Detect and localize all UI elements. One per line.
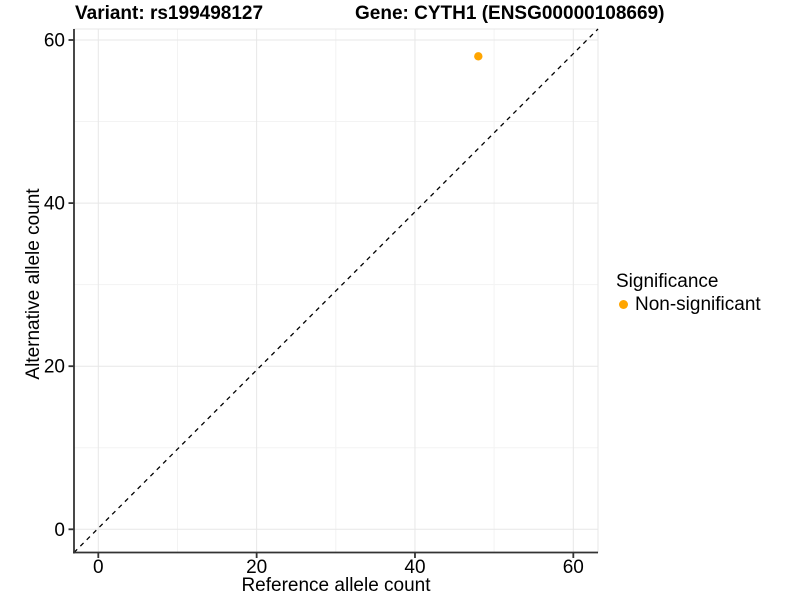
legend-title: Significance (616, 271, 719, 292)
x-axis-title: Reference allele count (241, 575, 431, 596)
y-tick-label: 40 (44, 194, 65, 215)
x-tick-label: 0 (93, 557, 104, 578)
y-tick-label: 60 (44, 31, 65, 52)
legend: Significance Non-significant (616, 271, 761, 315)
data-point (474, 52, 483, 61)
plot-title-gene: Gene: CYTH1 (ENSG00000108669) (355, 3, 665, 24)
legend-item-label: Non-significant (635, 294, 761, 315)
y-tick-label: 20 (44, 357, 65, 378)
identity-line (73, 28, 599, 553)
legend-point-icon (619, 300, 628, 309)
x-tick-label: 20 (246, 557, 267, 578)
y-tick-label: 0 (54, 520, 65, 541)
x-tick-label: 40 (404, 557, 425, 578)
legend-item-non-significant: Non-significant (619, 294, 761, 315)
plot-title-variant: Variant: rs199498127 (75, 3, 264, 24)
x-tick-label: 60 (563, 557, 584, 578)
